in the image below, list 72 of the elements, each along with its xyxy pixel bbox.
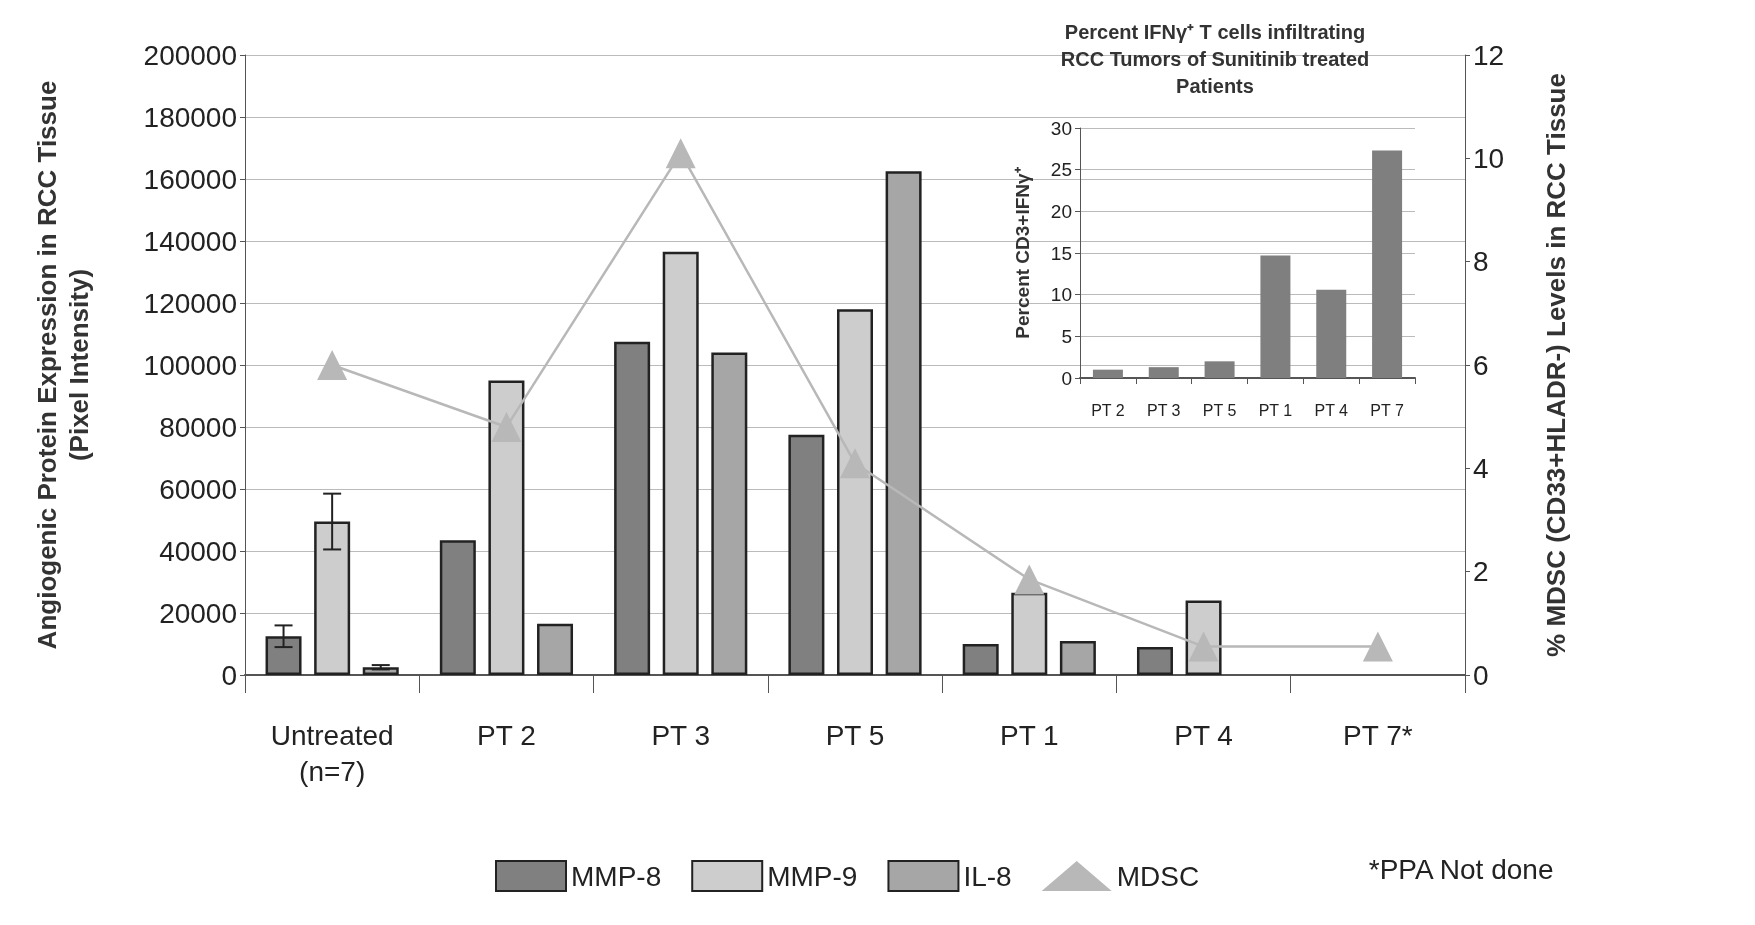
y-tick-label: 80000 <box>159 411 237 443</box>
y-tick-label: 0 <box>221 659 237 691</box>
y-tick-label: 140000 <box>143 225 237 257</box>
y2-tick-label: 10 <box>1473 142 1505 174</box>
x-tick-label: Untreated (n=7) <box>270 719 394 787</box>
x-tick-label: PT 7 <box>1370 401 1404 419</box>
y2-tick-label: 0 <box>1473 659 1489 691</box>
y-tick-label: 10 <box>1050 284 1072 306</box>
y-tick-label: 0 <box>1061 367 1072 389</box>
bar <box>1148 367 1179 378</box>
y-tick-label: 30 <box>1050 117 1072 139</box>
chart-title: Percent IFNγ⁺ T cells infiltrating RCC Tumors of Sunitinib treated Patients <box>1060 20 1370 97</box>
point <box>491 412 522 442</box>
bar <box>1136 647 1173 675</box>
point <box>1362 631 1393 662</box>
legend-label: IL-8 <box>963 860 1012 892</box>
y2-tick-label: 4 <box>1473 452 1489 484</box>
x-tick-label: PT 5 <box>825 719 885 751</box>
bar <box>1092 369 1123 378</box>
text: *PPA Not done <box>1368 853 1554 885</box>
point <box>840 448 870 479</box>
y-tick-label: 160000 <box>143 163 237 195</box>
bar <box>788 434 825 675</box>
bar <box>837 309 873 675</box>
y-tick-label: 180000 <box>143 101 237 133</box>
x-tick-label: PT 3 <box>651 719 711 751</box>
bar <box>614 341 651 675</box>
y-tick-label: 60000 <box>159 473 237 505</box>
bar <box>1204 361 1235 378</box>
y-tick-label: 120000 <box>143 287 237 319</box>
y-tick-label: 5 <box>1061 325 1072 347</box>
legend-label: MDSC <box>1116 860 1200 892</box>
bar <box>1316 289 1347 378</box>
bar <box>1011 592 1048 675</box>
y-tick-label: 25 <box>1050 159 1072 181</box>
bar <box>885 171 922 675</box>
x-tick-label: PT 1 <box>999 719 1059 751</box>
y-tick-label: 100000 <box>143 349 237 381</box>
x-tick-label: PT 1 <box>1258 401 1293 419</box>
bar <box>537 623 574 675</box>
point <box>1014 564 1045 595</box>
bar <box>1372 150 1403 378</box>
legend-label: MMP-9 <box>767 860 858 892</box>
x-tick-label: PT 5 <box>1202 401 1237 419</box>
bar <box>439 540 476 675</box>
x-tick-label: PT 4 <box>1314 401 1349 419</box>
x-tick-label: PT 7* <box>1343 719 1413 751</box>
x-tick-label: PT 2 <box>477 719 536 751</box>
x-tick-label: PT 2 <box>1091 401 1125 419</box>
x-tick-label: PT 3 <box>1147 401 1181 419</box>
y2-tick-label: 2 <box>1473 556 1489 588</box>
bar <box>711 352 748 675</box>
bar <box>662 251 699 675</box>
bar <box>1059 640 1096 675</box>
y2-tick-label: 8 <box>1473 246 1489 278</box>
x-tick-label: PT 4 <box>1174 719 1233 751</box>
bar <box>488 380 525 675</box>
y-tick-label: 200000 <box>143 39 237 71</box>
bar <box>1260 255 1291 378</box>
y-tick-label: 20000 <box>159 597 237 629</box>
y-tick-label: 15 <box>1050 242 1072 264</box>
legend-label: MMP-8 <box>571 860 662 892</box>
y2-tick-label: 12 <box>1473 39 1505 71</box>
y-axis-title: Angiogenic Protein Expression in RCC Tissue (Pixel Intensity) <box>32 80 94 650</box>
bar <box>962 644 999 675</box>
y-tick-label: 20 <box>1050 200 1072 222</box>
point <box>665 138 696 169</box>
y-axis-title: Percent CD3+IFNγ⁺ <box>1012 166 1033 339</box>
y-tick-label: 40000 <box>159 535 237 567</box>
y2-tick-label: 6 <box>1473 349 1489 381</box>
y2-axis-title: % MDSC (CD33+HLADR-) Levels in RCC Tissue <box>1541 73 1571 657</box>
point <box>317 350 348 380</box>
